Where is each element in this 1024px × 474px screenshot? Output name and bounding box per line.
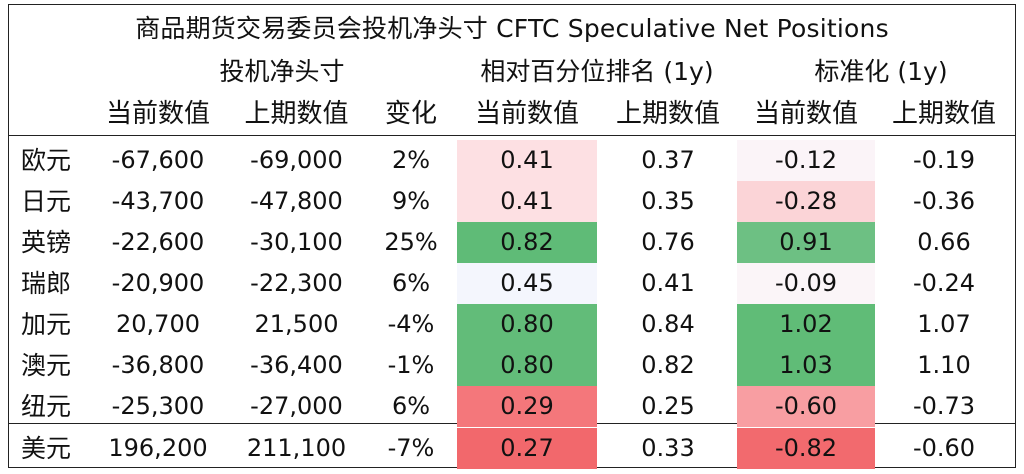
table-row: 澳元 -36,800 -36,400 -1% 0.80 0.82 1.03 1.10	[9, 345, 1015, 386]
cell-std-current: -0.12	[737, 140, 875, 181]
group-percentile-rank: 相对百分位排名 (1y)	[480, 57, 714, 86]
group-net-positions: 投机净头寸	[219, 57, 345, 86]
col-pct-previous: 上期数值	[615, 99, 720, 129]
cell-change: -4%	[387, 310, 435, 338]
cell-previous: -47,800	[250, 187, 343, 215]
cell-currency: 日元	[21, 187, 72, 216]
cell-std-previous: -0.19	[912, 146, 976, 174]
table-row: 加元 20,700 21,500 -4% 0.80 0.84 1.02 1.07	[9, 304, 1015, 345]
cell-change: -7%	[387, 434, 435, 462]
cell-std-previous: -0.36	[912, 187, 976, 215]
cell-current: -25,300	[111, 392, 205, 420]
cell-pct-current: 0.80	[457, 304, 597, 345]
cftc-table: 商品期货交易委员会投机净头寸 CFTC Speculative Net Posi…	[8, 4, 1016, 469]
cell-pct-current: 0.41	[457, 140, 597, 181]
cell-currency: 纽元	[21, 392, 72, 421]
cell-pct-previous: 0.25	[641, 392, 695, 420]
header-divider	[9, 135, 1015, 136]
table-row: 欧元 -67,600 -69,000 2% 0.41 0.37 -0.12 -0.19	[9, 140, 1015, 181]
table-row: 英镑 -22,600 -30,100 25% 0.82 0.76 0.91 0.66	[9, 222, 1015, 263]
table-row: 美元 196,200 211,100 -7% 0.27 0.33 -0.82 -0.60	[9, 428, 1015, 469]
cell-std-previous: 1.10	[917, 351, 971, 379]
cell-pct-current: 0.29	[457, 386, 597, 427]
cell-current: 196,200	[108, 434, 208, 462]
cell-std-previous: -0.73	[912, 392, 976, 420]
cell-current: -67,600	[111, 146, 205, 174]
group-standardized: 标准化 (1y)	[814, 57, 948, 86]
col-std-previous: 上期数值	[891, 99, 996, 129]
cell-currency: 澳元	[21, 351, 72, 380]
col-net-previous: 上期数值	[244, 99, 349, 129]
cell-pct-previous: 0.41	[641, 269, 695, 297]
cell-pct-previous: 0.33	[641, 434, 695, 462]
cell-current: -36,800	[111, 351, 205, 379]
cell-previous: 21,500	[254, 310, 339, 338]
cell-current: 20,700	[116, 310, 200, 338]
col-pct-current: 当前数值	[474, 99, 579, 129]
cell-std-previous: 1.07	[917, 310, 971, 338]
table-row: 日元 -43,700 -47,800 9% 0.41 0.35 -0.28 -0.36	[9, 181, 1015, 222]
cell-pct-previous: 0.84	[641, 310, 695, 338]
cell-current: -22,600	[111, 228, 205, 256]
cell-currency: 美元	[21, 434, 72, 463]
cell-std-current: 1.03	[737, 345, 875, 386]
cell-std-current: -0.28	[737, 181, 875, 222]
cell-change: 2%	[391, 146, 431, 174]
table-title: 商品期货交易委员会投机净头寸 CFTC Speculative Net Posi…	[135, 14, 889, 43]
col-net-current: 当前数值	[105, 99, 210, 129]
cell-pct-previous: 0.76	[641, 228, 695, 256]
cell-change: 9%	[391, 187, 431, 215]
table-row: 瑞郎 -20,900 -22,300 6% 0.45 0.41 -0.09 -0.24	[9, 263, 1015, 304]
cell-std-previous: -0.60	[912, 434, 976, 462]
cell-pct-current: 0.27	[457, 428, 597, 469]
cell-pct-current: 0.45	[457, 263, 597, 304]
cell-currency: 加元	[21, 310, 72, 339]
cell-change: 6%	[391, 269, 431, 297]
cell-pct-previous: 0.37	[641, 146, 695, 174]
cell-std-current: 1.02	[737, 304, 875, 345]
cell-current: -43,700	[111, 187, 205, 215]
cell-std-current: -0.82	[737, 428, 875, 469]
table-row: 纽元 -25,300 -27,000 6% 0.29 0.25 -0.60 -0.73	[9, 386, 1015, 427]
cell-currency: 瑞郎	[21, 269, 72, 298]
cell-std-current: -0.09	[737, 263, 875, 304]
cell-previous: -27,000	[250, 392, 343, 420]
cell-std-previous: -0.24	[912, 269, 976, 297]
col-std-current: 当前数值	[753, 99, 858, 129]
cell-pct-previous: 0.35	[641, 187, 695, 215]
cell-currency: 英镑	[21, 228, 72, 257]
cell-previous: -22,300	[250, 269, 343, 297]
cell-std-previous: 0.66	[917, 228, 971, 256]
cell-currency: 欧元	[21, 146, 72, 175]
cell-previous: -36,400	[250, 351, 343, 379]
cell-previous: -69,000	[250, 146, 343, 174]
cell-std-current: 0.91	[737, 222, 875, 263]
cell-pct-current: 0.41	[457, 181, 597, 222]
cell-std-current: -0.60	[737, 386, 875, 427]
cell-change: 6%	[391, 392, 431, 420]
cell-pct-current: 0.80	[457, 345, 597, 386]
cell-change: -1%	[387, 351, 435, 379]
cell-pct-previous: 0.82	[641, 351, 695, 379]
cell-previous: 211,100	[246, 434, 347, 462]
cell-change: 25%	[384, 228, 438, 256]
cell-previous: -30,100	[250, 228, 343, 256]
col-change: 变化	[384, 99, 437, 129]
cell-pct-current: 0.82	[457, 222, 597, 263]
cell-current: -20,900	[111, 269, 205, 297]
